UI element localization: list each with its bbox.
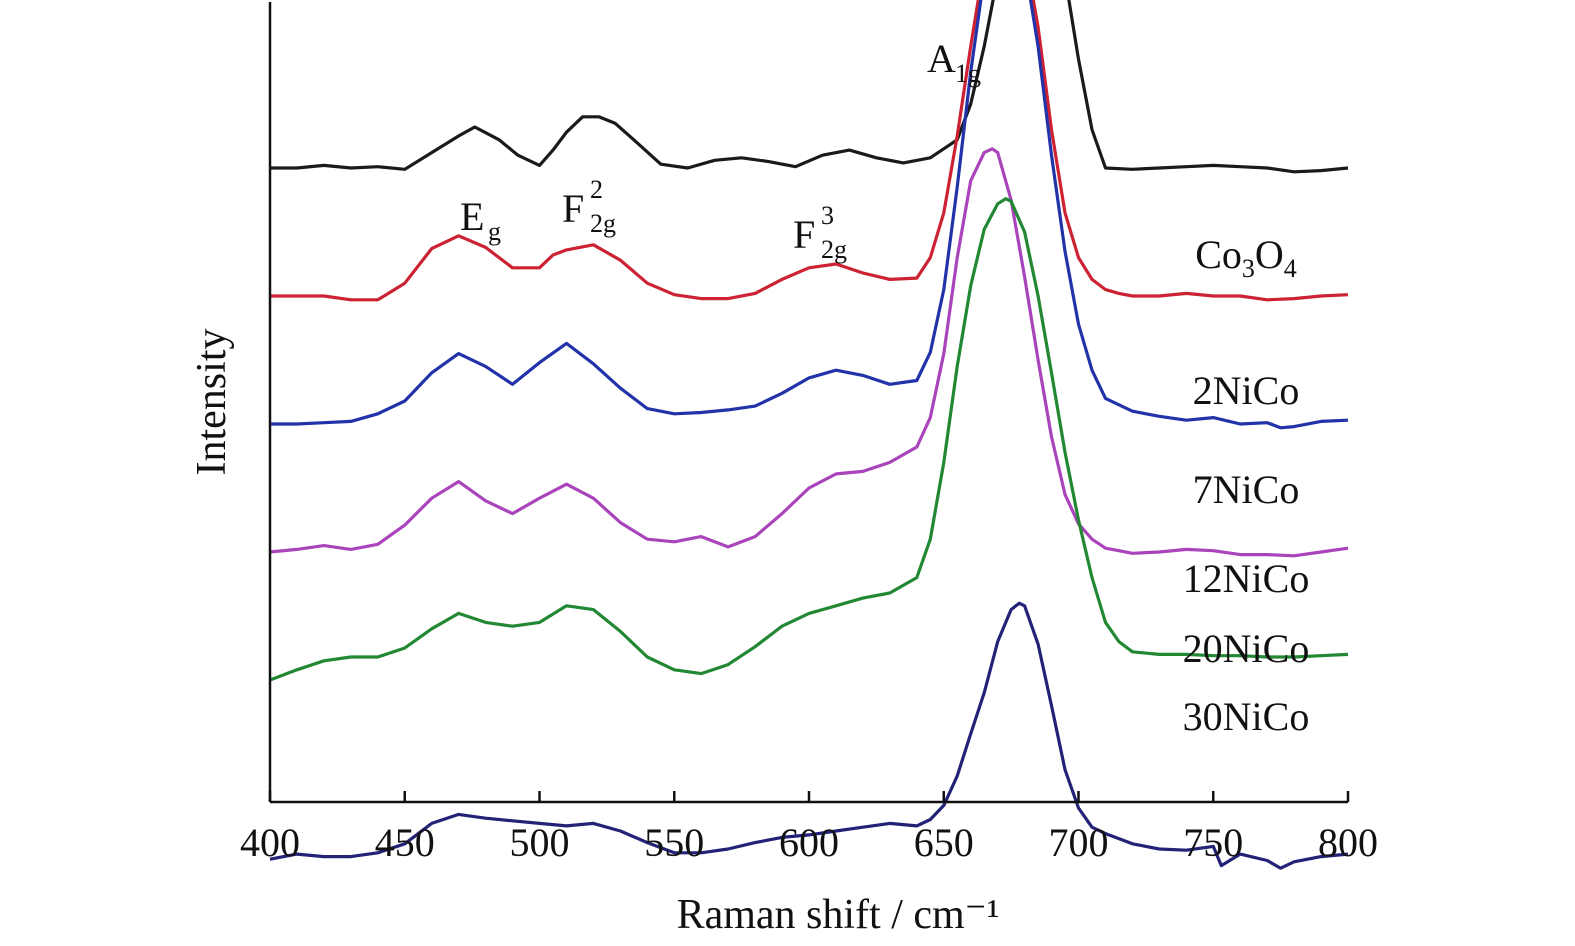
- x-tick-label: 500: [510, 820, 570, 865]
- series-label-20nico: 20NiCo: [1183, 626, 1310, 671]
- x-tick-label: 800: [1318, 820, 1378, 865]
- series-label-7nico: 7NiCo: [1193, 467, 1300, 512]
- y-axis-label: Intensity: [189, 329, 235, 476]
- series-line-12nico: [269, 147, 1349, 558]
- x-tick-label: 600: [779, 820, 839, 865]
- x-tick-label: 450: [375, 820, 435, 865]
- series-group: [269, 0, 1349, 870]
- series-label-30nico: 30NiCo: [1183, 694, 1310, 739]
- series-line-co3o4: [270, 0, 1349, 174]
- series-label-12nico: 12NiCo: [1183, 556, 1310, 601]
- series-label-2nico: 2NiCo: [1193, 368, 1300, 413]
- peak-label-f2g2: F 2 2g: [562, 175, 616, 238]
- series-label-co3o4: Co3O4: [1195, 232, 1297, 283]
- x-tick-label: 400: [240, 820, 300, 865]
- x-ticks: 400 450 500 550 600 650 700 750 800: [240, 791, 1378, 865]
- axes: [268, 2, 1348, 804]
- x-tick-label: 550: [644, 820, 704, 865]
- x-tick-label: 700: [1049, 820, 1109, 865]
- peak-label-f2g3: F 3 2g: [793, 201, 847, 264]
- series-line-7nico: [270, 0, 1349, 430]
- series-line-30nico: [269, 601, 1349, 870]
- x-axis-label: Raman shift / cm⁻¹: [677, 892, 1000, 938]
- series-labels: Co3O4 2NiCo 7NiCo 12NiCo 20NiCo 30NiCo: [1183, 232, 1310, 739]
- series-line-2nico: [270, 0, 1349, 302]
- x-tick-label: 750: [1183, 820, 1243, 865]
- x-tick-label: 650: [914, 820, 974, 865]
- series-line-20nico: [269, 197, 1349, 682]
- peak-label-a1g: A1g: [927, 36, 981, 88]
